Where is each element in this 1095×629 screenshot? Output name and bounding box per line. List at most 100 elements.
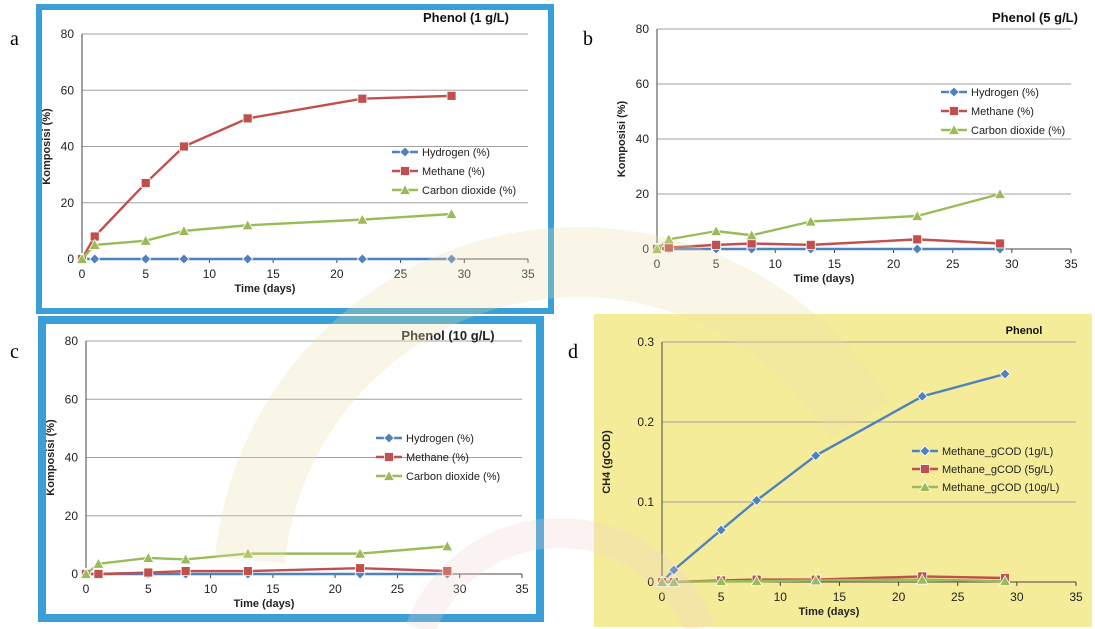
- x-tick-label: 35: [1069, 590, 1083, 604]
- panel-letter-b: b: [583, 28, 593, 50]
- legend-entry: Methane_gCOD (1g/L): [912, 445, 1053, 458]
- data-point: [445, 253, 458, 265]
- x-tick-label: 0: [83, 582, 90, 596]
- chart-title: Phenol: [1006, 325, 1043, 337]
- panel-letter-d: d: [568, 341, 578, 363]
- legend-marker: [919, 445, 931, 457]
- data-point: [446, 90, 457, 101]
- data-point: [92, 557, 105, 569]
- x-tick-label: 25: [391, 582, 405, 596]
- y-axis-label: Komposisi (%): [616, 100, 628, 177]
- data-point: [809, 574, 822, 586]
- y-tick-label: 0.1: [637, 495, 654, 509]
- chart-panel-c: 0 20 40 60 80 0 5 10 15 20 25 30 35 Time (days) Kompos…: [38, 316, 544, 622]
- legend-entry: Methane (%): [392, 166, 485, 178]
- y-tick-label: 20: [65, 509, 79, 523]
- data-point: [662, 233, 676, 245]
- x-tick-label: 35: [521, 267, 535, 281]
- data-point: [79, 567, 93, 579]
- data-point: [663, 242, 674, 253]
- legend-entry: Hydrogen (%): [376, 432, 474, 445]
- legend-label: Methane (%): [971, 106, 1034, 118]
- data-point: [650, 242, 664, 254]
- x-axis-label: Time (days): [234, 598, 295, 610]
- legend-marker: [918, 480, 932, 492]
- data-point: [241, 547, 255, 559]
- data-point: [711, 239, 722, 250]
- data-point: [242, 253, 254, 265]
- x-tick-label: 10: [204, 582, 218, 596]
- x-tick-label: 15: [828, 257, 842, 271]
- data-point: [243, 566, 253, 576]
- x-tick-label: 5: [713, 257, 720, 271]
- data-point: [140, 253, 152, 265]
- x-axis-label: Time (days): [235, 283, 296, 295]
- y-axis-label: CH4 (gCOD): [601, 430, 613, 494]
- data-point: [709, 224, 723, 237]
- data-point: [751, 494, 763, 506]
- data-point: [179, 553, 192, 565]
- x-tick-label: 30: [1005, 257, 1019, 271]
- y-tick-label: 0.3: [637, 335, 654, 349]
- data-point: [911, 243, 923, 255]
- x-tick-label: 20: [328, 582, 342, 596]
- x-tick-label: 15: [833, 590, 847, 604]
- x-tick-label: 0: [659, 590, 666, 604]
- data-point: [805, 239, 816, 250]
- data-point: [179, 141, 189, 152]
- panel-letter-c: c: [10, 341, 19, 363]
- chart-b: 0 20 40 60 80 0 5 10 15 20 25 30 35 Time (days) Kompos…: [611, 4, 1087, 300]
- data-point: [998, 574, 1012, 587]
- data-point: [139, 234, 152, 246]
- data-point: [180, 566, 191, 576]
- legend-marker: [949, 106, 959, 116]
- y-tick-label: 60: [65, 392, 79, 406]
- legend-marker: [948, 86, 960, 98]
- data-point: [442, 566, 453, 576]
- data-point: [93, 569, 104, 579]
- y-tick-label: 40: [636, 132, 650, 146]
- x-tick-label: 30: [453, 582, 467, 596]
- y-tick-label: 40: [61, 140, 75, 154]
- legend-marker: [920, 464, 930, 474]
- legend-marker: [384, 452, 394, 462]
- data-point: [750, 574, 763, 587]
- data-point: [356, 253, 368, 265]
- chart-a: 0 20 40 60 80 0 5 10 15 20 25 30 35 Time (days) Kompos…: [36, 4, 554, 314]
- series-2: [75, 207, 458, 264]
- legend-label: Methane_gCOD (1g/L): [942, 446, 1053, 458]
- legend-label: Methane (%): [406, 452, 469, 464]
- data-point: [441, 540, 454, 552]
- y-tick-label: 0: [647, 575, 654, 589]
- series-1: [652, 234, 1005, 254]
- legend-label: Carbon dioxide (%): [406, 471, 500, 483]
- data-point: [995, 238, 1005, 249]
- data-point: [75, 252, 89, 264]
- y-tick-label: 80: [636, 22, 650, 36]
- legend-entry: Hydrogen (%): [941, 86, 1039, 99]
- legend-marker: [398, 183, 412, 195]
- data-point: [746, 238, 757, 249]
- legend-label: Hydrogen (%): [422, 147, 490, 159]
- legend-marker: [947, 123, 961, 135]
- x-tick-label: 20: [892, 590, 906, 604]
- x-tick-label: 15: [266, 267, 280, 281]
- data-point: [88, 238, 101, 250]
- data-point: [999, 368, 1011, 380]
- y-tick-label: 0: [71, 567, 78, 581]
- chart-d: 0 0.1 0.2 0.3 0 5 10 15 20 25 30 35 Time (days) CH4 (…: [594, 314, 1092, 627]
- legend-label: Carbon dioxide (%): [422, 185, 516, 197]
- x-tick-label: 25: [394, 267, 408, 281]
- legend-marker: [400, 166, 410, 176]
- chart-title: Phenol (1 g/L): [423, 10, 509, 25]
- data-point: [177, 224, 191, 236]
- y-tick-label: 80: [61, 27, 75, 41]
- data-point: [143, 567, 154, 578]
- data-point: [668, 564, 680, 576]
- legend-entry: Methane (%): [376, 452, 469, 464]
- legend-label: Hydrogen (%): [971, 87, 1039, 99]
- x-tick-label: 0: [654, 257, 661, 271]
- x-tick-label: 5: [145, 582, 152, 596]
- chart-panel-d: 0 0.1 0.2 0.3 0 5 10 15 20 25 30 35 Time (days) CH4 (…: [594, 314, 1092, 627]
- legend-entry: Methane_gCOD (5g/L): [912, 464, 1053, 476]
